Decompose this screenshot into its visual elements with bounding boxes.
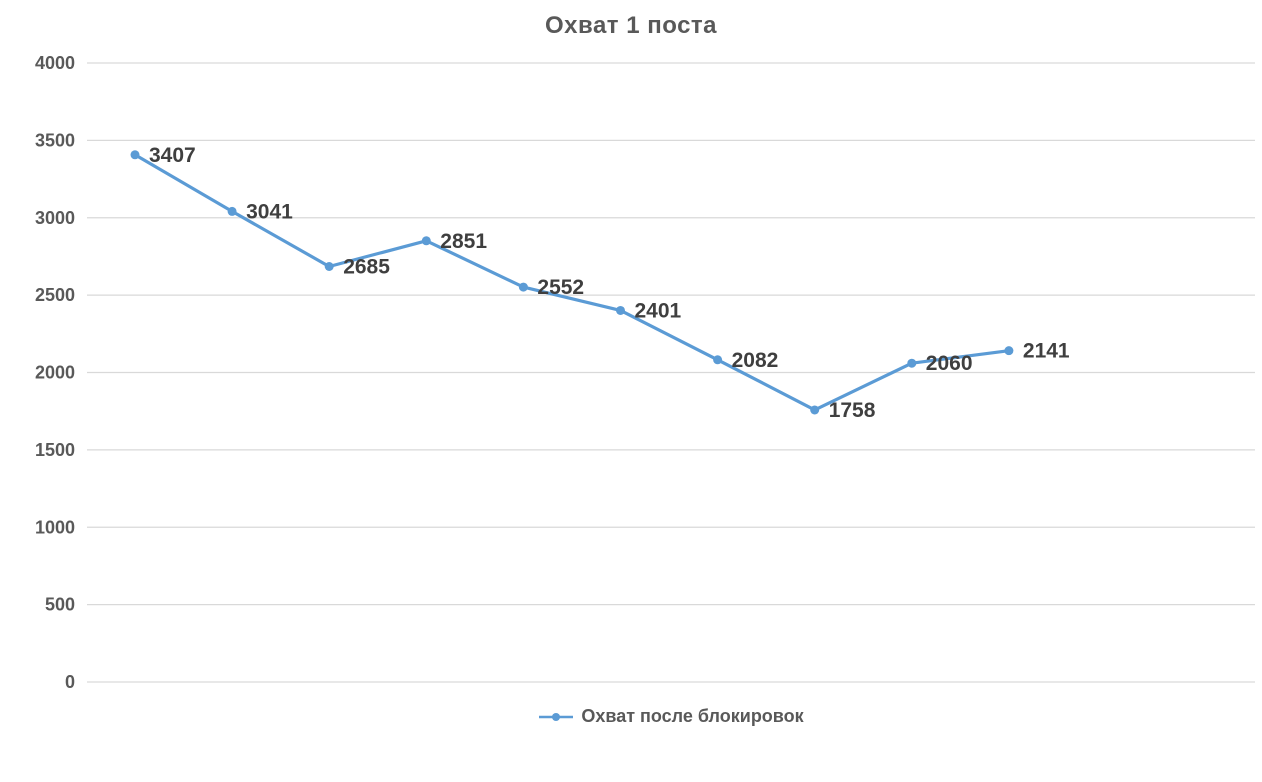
data-point-label: 3407: [149, 144, 196, 167]
chart-title: Охват 1 поста: [544, 12, 718, 39]
y-axis-tick-label: 3500: [35, 130, 75, 150]
data-point-marker: [130, 150, 140, 160]
legend-dot-icon: [552, 712, 561, 721]
data-point-marker: [324, 261, 334, 271]
y-axis-tick-label: 2000: [35, 363, 75, 383]
legend-series-label: Охват после блокировок: [581, 706, 804, 726]
data-point-marker: [616, 305, 625, 315]
data-point-label: 3041: [246, 200, 293, 223]
legend-line-marker-icon: [539, 712, 574, 721]
series-line: [133, 153, 1011, 412]
data-point-label: 2082: [732, 349, 779, 372]
y-axis-tick-label: 0: [65, 672, 75, 692]
data-point-marker: [421, 236, 431, 246]
data-point-marker: [518, 282, 528, 292]
legend: Охват после блокировок: [87, 706, 1255, 727]
data-point-marker: [713, 355, 723, 365]
y-axis-tick-label: 3000: [35, 208, 75, 228]
data-point-marker: [227, 206, 237, 216]
y-axis-tick-label: 1500: [35, 440, 75, 460]
y-axis-tick-label: 2500: [35, 285, 75, 305]
data-point-label: 2401: [635, 299, 682, 322]
y-axis-tick-label: 4000: [35, 53, 75, 73]
data-point-marker: [1004, 346, 1014, 356]
data-point-label: 1758: [829, 399, 876, 422]
y-axis-tick-label: 1000: [35, 517, 75, 537]
data-point-label: 2851: [440, 230, 487, 253]
data-point-marker: [810, 405, 820, 415]
data-point-label: 2060: [926, 352, 973, 375]
data-point-label: 2552: [537, 276, 584, 299]
data-point-label: 2685: [343, 255, 390, 278]
data-point-marker: [907, 358, 917, 368]
y-axis-tick-label: 500: [45, 595, 75, 615]
data-point-label: 2141: [1023, 340, 1070, 363]
